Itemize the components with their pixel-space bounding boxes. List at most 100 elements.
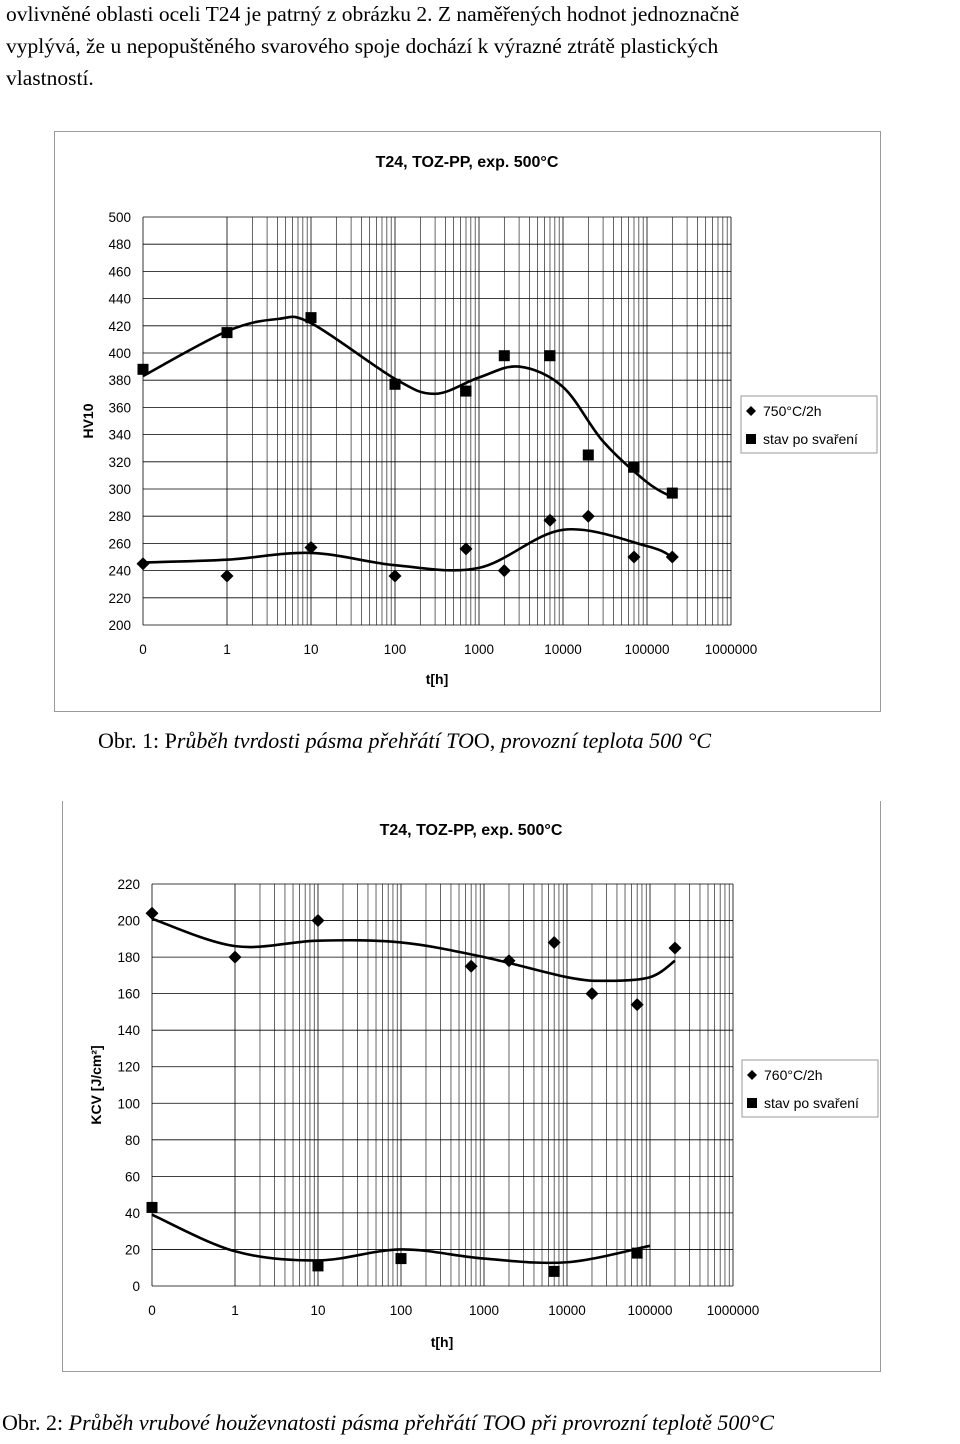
figure-2-caption-prefix: Obr. 2: xyxy=(2,1410,69,1435)
hv-xlabel: t[h] xyxy=(426,671,449,687)
kcv-point-diamond xyxy=(585,987,599,1001)
kcv-point-diamond xyxy=(464,959,478,973)
hv-point-diamond xyxy=(627,550,641,564)
hv-ytick-label: 340 xyxy=(108,428,131,443)
hv-ytick-label: 440 xyxy=(108,292,131,307)
kcv-point-diamond xyxy=(502,954,516,968)
kcv-point-diamond xyxy=(630,998,644,1012)
hv-ytick-label: 400 xyxy=(108,346,131,361)
kcv-legend-marker-diamond xyxy=(747,1070,757,1080)
hv-legend-box xyxy=(740,395,878,454)
hv-ylabel: HV10 xyxy=(80,403,96,438)
hv-ytick-label: 200 xyxy=(108,618,131,633)
hv-point-square xyxy=(498,350,510,362)
figure-1-caption-italic-2: provozní teplota 500 °C xyxy=(500,728,712,753)
figure-2-caption-italic: Průběh vrubové houževnatosti pásma přehř… xyxy=(68,1410,511,1435)
figure-1-caption-mid: O, xyxy=(473,728,501,753)
kcv-point-diamond xyxy=(668,941,682,955)
hv-point-diamond xyxy=(220,569,234,583)
hv-point-diamond xyxy=(388,569,402,583)
hv-point-square xyxy=(628,461,640,473)
hardness-chart: T24, TOZ-PP, exp. 500°C 200 220 240 260 280 30… xyxy=(54,131,881,712)
hv-point-diamond xyxy=(497,564,511,578)
kcv-legend-label: 760°C/2h xyxy=(764,1067,823,1083)
kcv-xlabel: t[h] xyxy=(431,1334,454,1350)
kcv-xtick-label: 1 xyxy=(231,1303,239,1318)
kcv-xtick-label: 0 xyxy=(148,1303,156,1318)
kcv-xtick-label: 10 xyxy=(310,1303,325,1318)
hv-ytick-label: 500 xyxy=(108,210,131,225)
hv-xtick-label: 10000 xyxy=(544,642,582,657)
hv-ytick-label: 280 xyxy=(108,509,131,524)
kcv-xtick-label: 1000 xyxy=(469,1303,499,1318)
figure-1-caption-prefix: Obr. 1: P xyxy=(98,728,177,753)
hv-point-square xyxy=(582,449,594,461)
figure-2-caption: Obr. 2: Průběh vrubové houževnatosti pás… xyxy=(2,1410,774,1436)
intro-line-3: vlastností. xyxy=(6,66,94,90)
hv-point-diamond xyxy=(136,557,150,571)
hv-ytick-label: 220 xyxy=(108,591,131,606)
hv-point-diamond xyxy=(459,542,473,556)
hv-ytick-label: 300 xyxy=(108,482,131,497)
hv-title: T24, TOZ-PP, exp. 500°C xyxy=(376,154,559,171)
kcv-point-square xyxy=(631,1247,643,1259)
kcv-ytick-label: 220 xyxy=(117,877,140,892)
hv-point-square xyxy=(460,385,472,397)
kcv-trendline xyxy=(151,917,676,983)
figure-2-caption-mid: O xyxy=(510,1410,532,1435)
kcv-ylabel: KCV [J/cm²] xyxy=(88,1045,104,1124)
kcv-legend-label: stav po svaření xyxy=(764,1095,859,1111)
kcv-ytick-label: 60 xyxy=(125,1169,140,1184)
kcv-point-diamond xyxy=(547,935,561,949)
hv-ytick-label: 240 xyxy=(108,564,131,579)
kcv-legend-box xyxy=(741,1059,879,1118)
kcv-legend-marker-square xyxy=(747,1098,757,1108)
kcv-xtick-label: 100 xyxy=(390,1303,413,1318)
kcv-ytick-label: 120 xyxy=(117,1060,140,1075)
hv-point-square xyxy=(389,378,401,390)
kcv-point-square xyxy=(548,1265,560,1277)
hv-trendline xyxy=(142,527,673,572)
kcv-xtick-label: 100000 xyxy=(627,1303,672,1318)
kcv-title: T24, TOZ-PP, exp. 500°C xyxy=(380,822,563,839)
figure-1-caption-italic: růběh tvrdosti pásma přehřátí TO xyxy=(176,728,474,753)
hv-legend-label: 750°C/2h xyxy=(763,403,822,419)
figure-1-caption: Obr. 1: Průběh tvrdosti pásma přehřátí T… xyxy=(98,728,711,754)
hv-ytick-label: 360 xyxy=(108,400,131,415)
hv-legend-label: stav po svaření xyxy=(763,431,858,447)
hv-trendline xyxy=(142,315,673,499)
kcv-ytick-label: 100 xyxy=(117,1096,140,1111)
hv-ytick-label: 480 xyxy=(108,237,131,252)
kcv-ytick-label: 200 xyxy=(117,914,140,929)
toughness-chart-svg: T24, TOZ-PP, exp. 500°C02040608010012014… xyxy=(88,822,879,1350)
figure-2-caption-italic-2: při provrozní teplotě 500°C xyxy=(531,1410,774,1435)
hv-point-diamond xyxy=(304,540,318,554)
hv-xtick-label: 1 xyxy=(223,642,231,657)
hv-point-square xyxy=(544,350,556,362)
hv-ytick-label: 380 xyxy=(108,373,131,388)
kcv-ytick-label: 80 xyxy=(125,1133,140,1148)
kcv-xtick-label: 1000000 xyxy=(707,1303,760,1318)
hv-point-square xyxy=(221,327,233,339)
hv-ytick-label: 320 xyxy=(108,455,131,470)
kcv-ytick-label: 140 xyxy=(117,1023,140,1038)
kcv-point-square xyxy=(312,1260,324,1272)
hv-xtick-label: 1000000 xyxy=(705,642,758,657)
hv-xtick-label: 100000 xyxy=(624,642,669,657)
kcv-point-square xyxy=(146,1201,158,1213)
kcv-point-diamond xyxy=(311,914,325,928)
hv-legend-marker-square xyxy=(746,434,756,444)
kcv-ytick-label: 180 xyxy=(117,950,140,965)
kcv-ytick-label: 40 xyxy=(125,1206,140,1221)
hv-xtick-label: 100 xyxy=(384,642,407,657)
hv-point-diamond xyxy=(581,509,595,523)
intro-paragraph: ovlivněné oblasti oceli T24 je patrný z … xyxy=(6,0,958,94)
hv-ytick-label: 460 xyxy=(108,264,131,279)
kcv-xtick-label: 10000 xyxy=(548,1303,586,1318)
kcv-ytick-label: 160 xyxy=(117,987,140,1002)
hv-ytick-label: 260 xyxy=(108,536,131,551)
hv-xtick-label: 0 xyxy=(139,642,147,657)
hv-point-square xyxy=(137,363,149,375)
kcv-trendline xyxy=(151,1213,651,1265)
hv-legend-marker-diamond xyxy=(746,406,756,416)
